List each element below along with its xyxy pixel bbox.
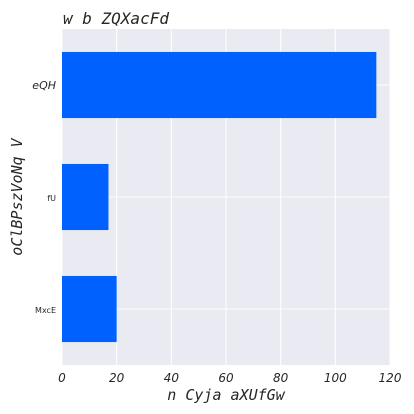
bar-fU: [62, 163, 109, 231]
y-tick-label: fU: [47, 194, 56, 203]
bars: [62, 51, 377, 343]
y-tick-label: eQH: [32, 79, 56, 92]
y-tick-label: MxcE: [35, 306, 56, 315]
bar-eQH: [62, 51, 377, 119]
x-tick-label: 120: [379, 371, 402, 385]
x-tick-label: 40: [164, 371, 180, 385]
x-tick-label: 20: [109, 371, 125, 385]
y-axis-label: oClBPszVoNq V: [8, 137, 26, 255]
x-tick-labels: 0 20 40 60 80 100 120: [58, 371, 402, 385]
x-tick-label: 100: [324, 371, 347, 385]
x-axis-label: n Cyja aXUfGw: [167, 386, 285, 404]
chart-title: w b ZQXacFd: [63, 9, 169, 28]
x-tick-label: 0: [58, 371, 66, 385]
bar-MxcE: [62, 275, 117, 343]
y-tick-labels: eQH fU MxcE: [32, 79, 56, 315]
x-tick-label: 80: [273, 371, 289, 385]
x-tick-label: 60: [218, 371, 234, 385]
